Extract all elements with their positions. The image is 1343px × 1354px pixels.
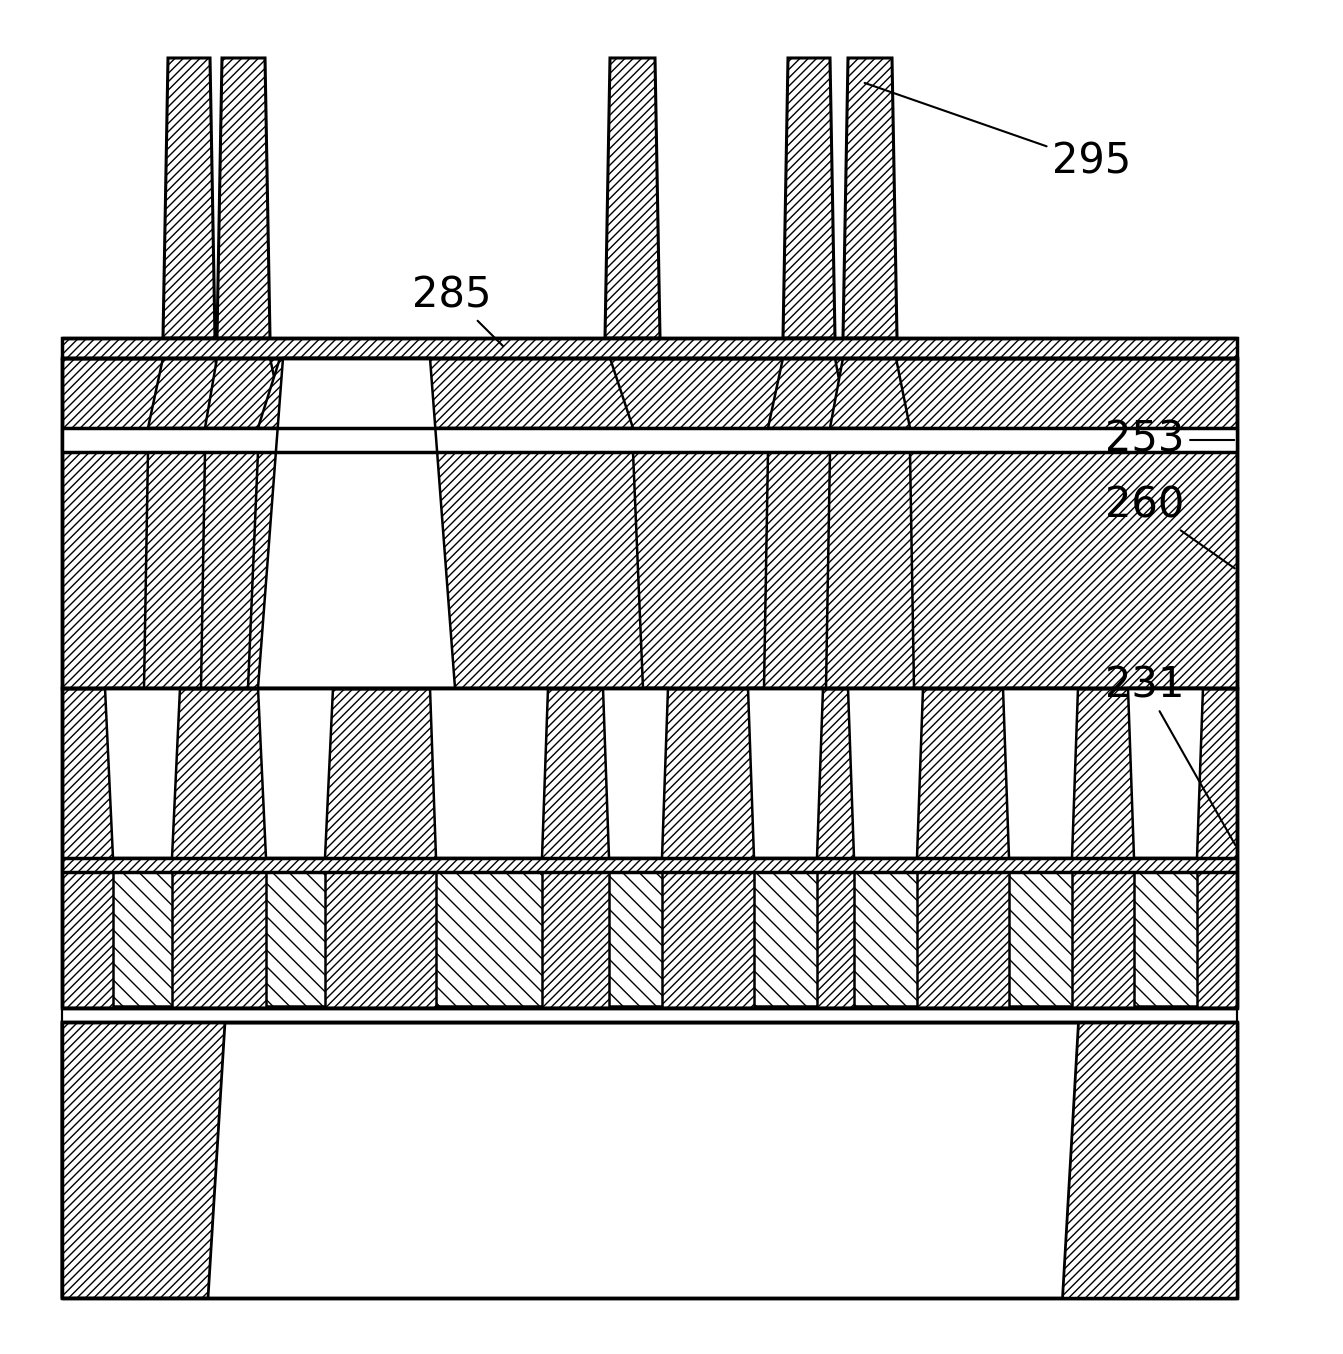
Polygon shape xyxy=(163,58,215,338)
Polygon shape xyxy=(603,688,667,858)
Polygon shape xyxy=(1003,688,1078,858)
Polygon shape xyxy=(201,452,289,688)
Polygon shape xyxy=(847,688,923,858)
Text: 253: 253 xyxy=(1105,418,1234,460)
Polygon shape xyxy=(764,452,851,688)
Text: 295: 295 xyxy=(865,83,1131,183)
Polygon shape xyxy=(830,357,911,428)
Polygon shape xyxy=(768,357,847,428)
Polygon shape xyxy=(258,357,633,428)
Text: 285: 285 xyxy=(412,274,504,347)
Bar xyxy=(62,1007,1237,1022)
Polygon shape xyxy=(1062,1022,1237,1298)
Polygon shape xyxy=(148,357,228,428)
Polygon shape xyxy=(258,357,455,688)
Polygon shape xyxy=(826,452,915,688)
Polygon shape xyxy=(1128,688,1203,858)
Bar xyxy=(62,688,1237,1007)
Polygon shape xyxy=(604,58,659,338)
Bar xyxy=(62,1022,1237,1298)
Bar xyxy=(62,338,1237,357)
Bar xyxy=(1133,872,1197,1006)
Bar xyxy=(1009,872,1072,1006)
Polygon shape xyxy=(144,452,232,688)
Polygon shape xyxy=(62,1022,226,1298)
Bar xyxy=(753,872,817,1006)
Polygon shape xyxy=(783,58,835,338)
Polygon shape xyxy=(748,688,823,858)
Polygon shape xyxy=(843,58,897,338)
Polygon shape xyxy=(258,688,333,858)
Bar xyxy=(62,428,1237,452)
Polygon shape xyxy=(248,452,643,688)
Bar xyxy=(62,357,1237,688)
Bar xyxy=(608,872,662,1006)
Text: 231: 231 xyxy=(1105,663,1236,846)
Bar xyxy=(266,872,325,1006)
Polygon shape xyxy=(218,58,270,338)
Polygon shape xyxy=(430,688,548,858)
Polygon shape xyxy=(205,357,285,428)
Polygon shape xyxy=(105,688,180,858)
Bar xyxy=(436,872,543,1006)
Text: 260: 260 xyxy=(1105,483,1234,569)
Bar xyxy=(62,428,1237,452)
Bar xyxy=(113,872,172,1006)
Bar xyxy=(854,872,917,1006)
